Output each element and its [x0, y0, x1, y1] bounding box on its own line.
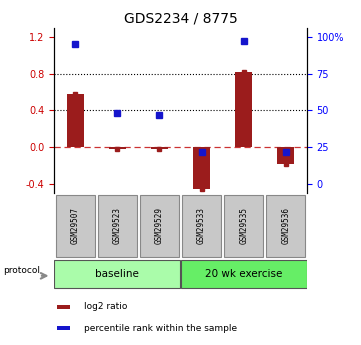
- Bar: [151, 147, 168, 149]
- Bar: [98, 195, 137, 257]
- Bar: [180, 260, 307, 288]
- Title: GDS2234 / 8775: GDS2234 / 8775: [123, 11, 238, 25]
- Bar: [109, 147, 126, 149]
- Bar: [266, 195, 305, 257]
- Text: 20 wk exercise: 20 wk exercise: [205, 269, 282, 279]
- Text: GSM29507: GSM29507: [71, 207, 80, 245]
- Bar: [54, 260, 180, 288]
- Bar: [277, 147, 294, 164]
- Bar: [67, 94, 84, 147]
- Bar: [235, 72, 252, 147]
- Bar: [182, 195, 221, 257]
- Text: GSM29536: GSM29536: [281, 207, 290, 245]
- Bar: [56, 195, 95, 257]
- Text: baseline: baseline: [95, 269, 139, 279]
- Bar: [57, 305, 70, 309]
- Text: protocol: protocol: [3, 266, 40, 275]
- Text: percentile rank within the sample: percentile rank within the sample: [84, 324, 237, 333]
- Text: GSM29535: GSM29535: [239, 207, 248, 245]
- Bar: [140, 195, 179, 257]
- Text: GSM29523: GSM29523: [113, 207, 122, 245]
- Bar: [57, 326, 70, 330]
- Text: GSM29533: GSM29533: [197, 207, 206, 245]
- Bar: [224, 195, 263, 257]
- Bar: [193, 147, 210, 189]
- Text: log2 ratio: log2 ratio: [84, 302, 127, 311]
- Text: GSM29529: GSM29529: [155, 207, 164, 245]
